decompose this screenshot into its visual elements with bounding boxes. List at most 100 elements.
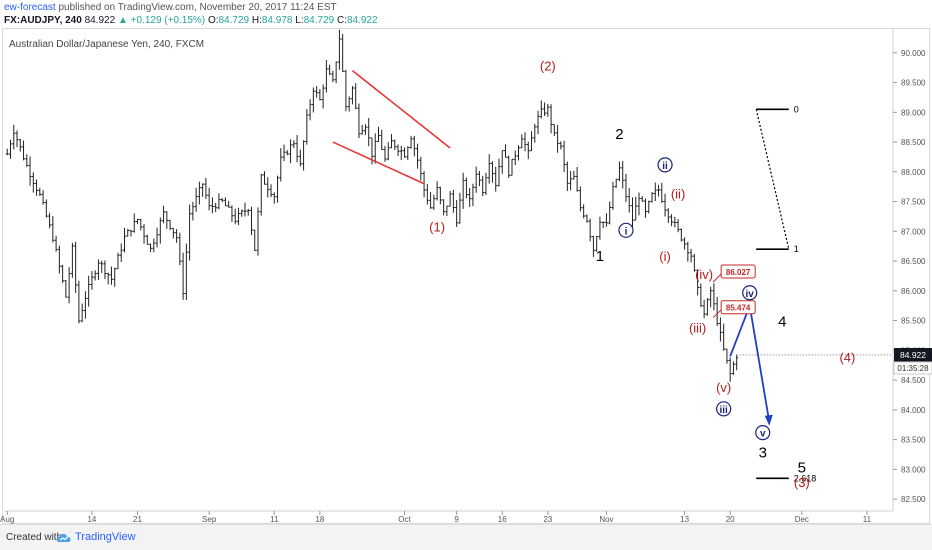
wave-label: 3: [759, 444, 767, 461]
ohlc-bar: [416, 143, 420, 169]
ohlc-bar: [80, 303, 84, 323]
ohlc-bar: [295, 134, 299, 163]
chart-title: Australian Dollar/Japanese Yen, 240, FXC…: [9, 39, 204, 50]
high-label: H:: [251, 15, 262, 26]
ohlc-bar: [25, 154, 29, 168]
wedge-line: [332, 141, 425, 185]
wave-label: i: [625, 226, 628, 237]
ohlc-bar: [48, 212, 52, 229]
wave-label: (iii): [689, 320, 706, 335]
y-tick-label: 89.500: [901, 79, 926, 88]
ohlc-bar: [122, 227, 126, 253]
y-tick-label: 86.500: [901, 257, 926, 266]
x-tick-label: Nov: [599, 515, 613, 524]
ohlc-bar: [481, 175, 485, 197]
chart-frame[interactable]: [2, 28, 930, 524]
ohlc-bar: [289, 139, 293, 164]
author-link[interactable]: ew-forecast: [4, 2, 56, 13]
ohlc-bar: [507, 155, 511, 179]
ohlc-bar: [614, 178, 618, 188]
ohlc-bars: [5, 29, 739, 382]
ohlc-bar: [383, 145, 387, 162]
ohlc-bar: [445, 205, 449, 216]
ohlc-bar: [653, 182, 657, 202]
ohlc-bar: [451, 189, 455, 213]
ohlc-bar: [315, 86, 319, 98]
ohlc-bar: [376, 126, 380, 143]
ohlc-bar: [689, 248, 693, 263]
ohlc-bar: [31, 172, 35, 193]
ohlc-bar: [543, 102, 547, 116]
ohlc-bar: [419, 156, 423, 181]
ohlc-bar: [582, 204, 586, 219]
ohlc-bar: [354, 83, 358, 110]
fib-level-label: 1: [794, 244, 799, 254]
ohlc-bar: [191, 201, 195, 221]
ohlc-bar: [497, 158, 501, 187]
tradingview-brand-link[interactable]: TradingView: [75, 531, 136, 543]
ohlc-bar: [223, 197, 227, 207]
ohlc-bar: [715, 296, 719, 327]
ohlc-bar: [399, 145, 403, 161]
ohlc-bar: [644, 198, 648, 218]
ohlc-bar: [520, 134, 524, 149]
ohlc-bar: [90, 271, 94, 290]
symbol-label[interactable]: FX:AUDJPY, 240: [4, 15, 82, 26]
y-tick-label: 90.000: [901, 49, 926, 58]
ohlc-bar: [175, 229, 179, 243]
ohlc-bar: [438, 186, 442, 205]
ohlc-bar: [74, 241, 78, 293]
ohlc-bar: [318, 89, 322, 101]
ohlc-bar: [722, 323, 726, 351]
fib-level-label: 2.618: [794, 473, 817, 483]
ohlc-bar: [103, 260, 107, 280]
ohlc-bar: [728, 357, 732, 382]
ohlc-bar: [253, 229, 257, 251]
ohlc-bar: [184, 243, 188, 300]
low-value: 84.729: [303, 15, 335, 26]
ohlc-bar: [83, 291, 87, 319]
ohlc-bar: [673, 216, 677, 228]
wave-label-circle: [742, 285, 758, 301]
ohlc-bar: [64, 279, 68, 298]
y-tick-label: 87.500: [901, 198, 926, 207]
wave-label: iv: [746, 289, 755, 300]
ohlc-bar: [197, 181, 201, 205]
ohlc-bar: [386, 142, 390, 161]
ohlc-bar: [298, 149, 302, 167]
ohlc-bar: [331, 70, 335, 83]
ohlc-bar: [396, 144, 400, 156]
wave-label: 2: [615, 126, 623, 143]
ohlc-bar: [279, 148, 283, 182]
x-tick-label: 14: [87, 515, 96, 524]
wave-label: (1): [429, 219, 445, 234]
ohlc-bar: [526, 141, 530, 160]
ohlc-bar: [572, 170, 576, 180]
ohlc-bar: [15, 130, 19, 148]
ohlc-bar: [435, 181, 439, 201]
ohlc-bar: [575, 166, 579, 192]
wave-label: ii: [662, 161, 668, 172]
ohlc-bar: [637, 192, 641, 216]
ohlc-bar: [149, 243, 153, 253]
y-tick-label: 83.000: [901, 465, 926, 474]
ohlc-bar: [611, 181, 615, 210]
ohlc-bar: [442, 199, 446, 216]
ohlc-bar: [18, 138, 22, 152]
ohlc-bar: [663, 193, 667, 217]
y-tick-label: 88.000: [901, 168, 926, 177]
ohlc-bar: [510, 158, 514, 176]
y-tick-label: 84.000: [901, 406, 926, 415]
ohlc-bar: [425, 184, 429, 205]
ohlc-bar: [246, 208, 250, 216]
ohlc-bar: [471, 183, 475, 207]
annotations: 012.61886.02785.474(1)(2)12iii(i)(ii)(ii…: [332, 59, 893, 490]
ohlc-bar: [422, 171, 426, 198]
ohlc-bar: [578, 186, 582, 212]
price-box-pointer: [712, 273, 722, 283]
price-box: [720, 300, 756, 315]
ohlc-bar: [269, 184, 273, 198]
ohlc-bar: [324, 60, 328, 93]
ohlc-bar: [390, 134, 394, 149]
